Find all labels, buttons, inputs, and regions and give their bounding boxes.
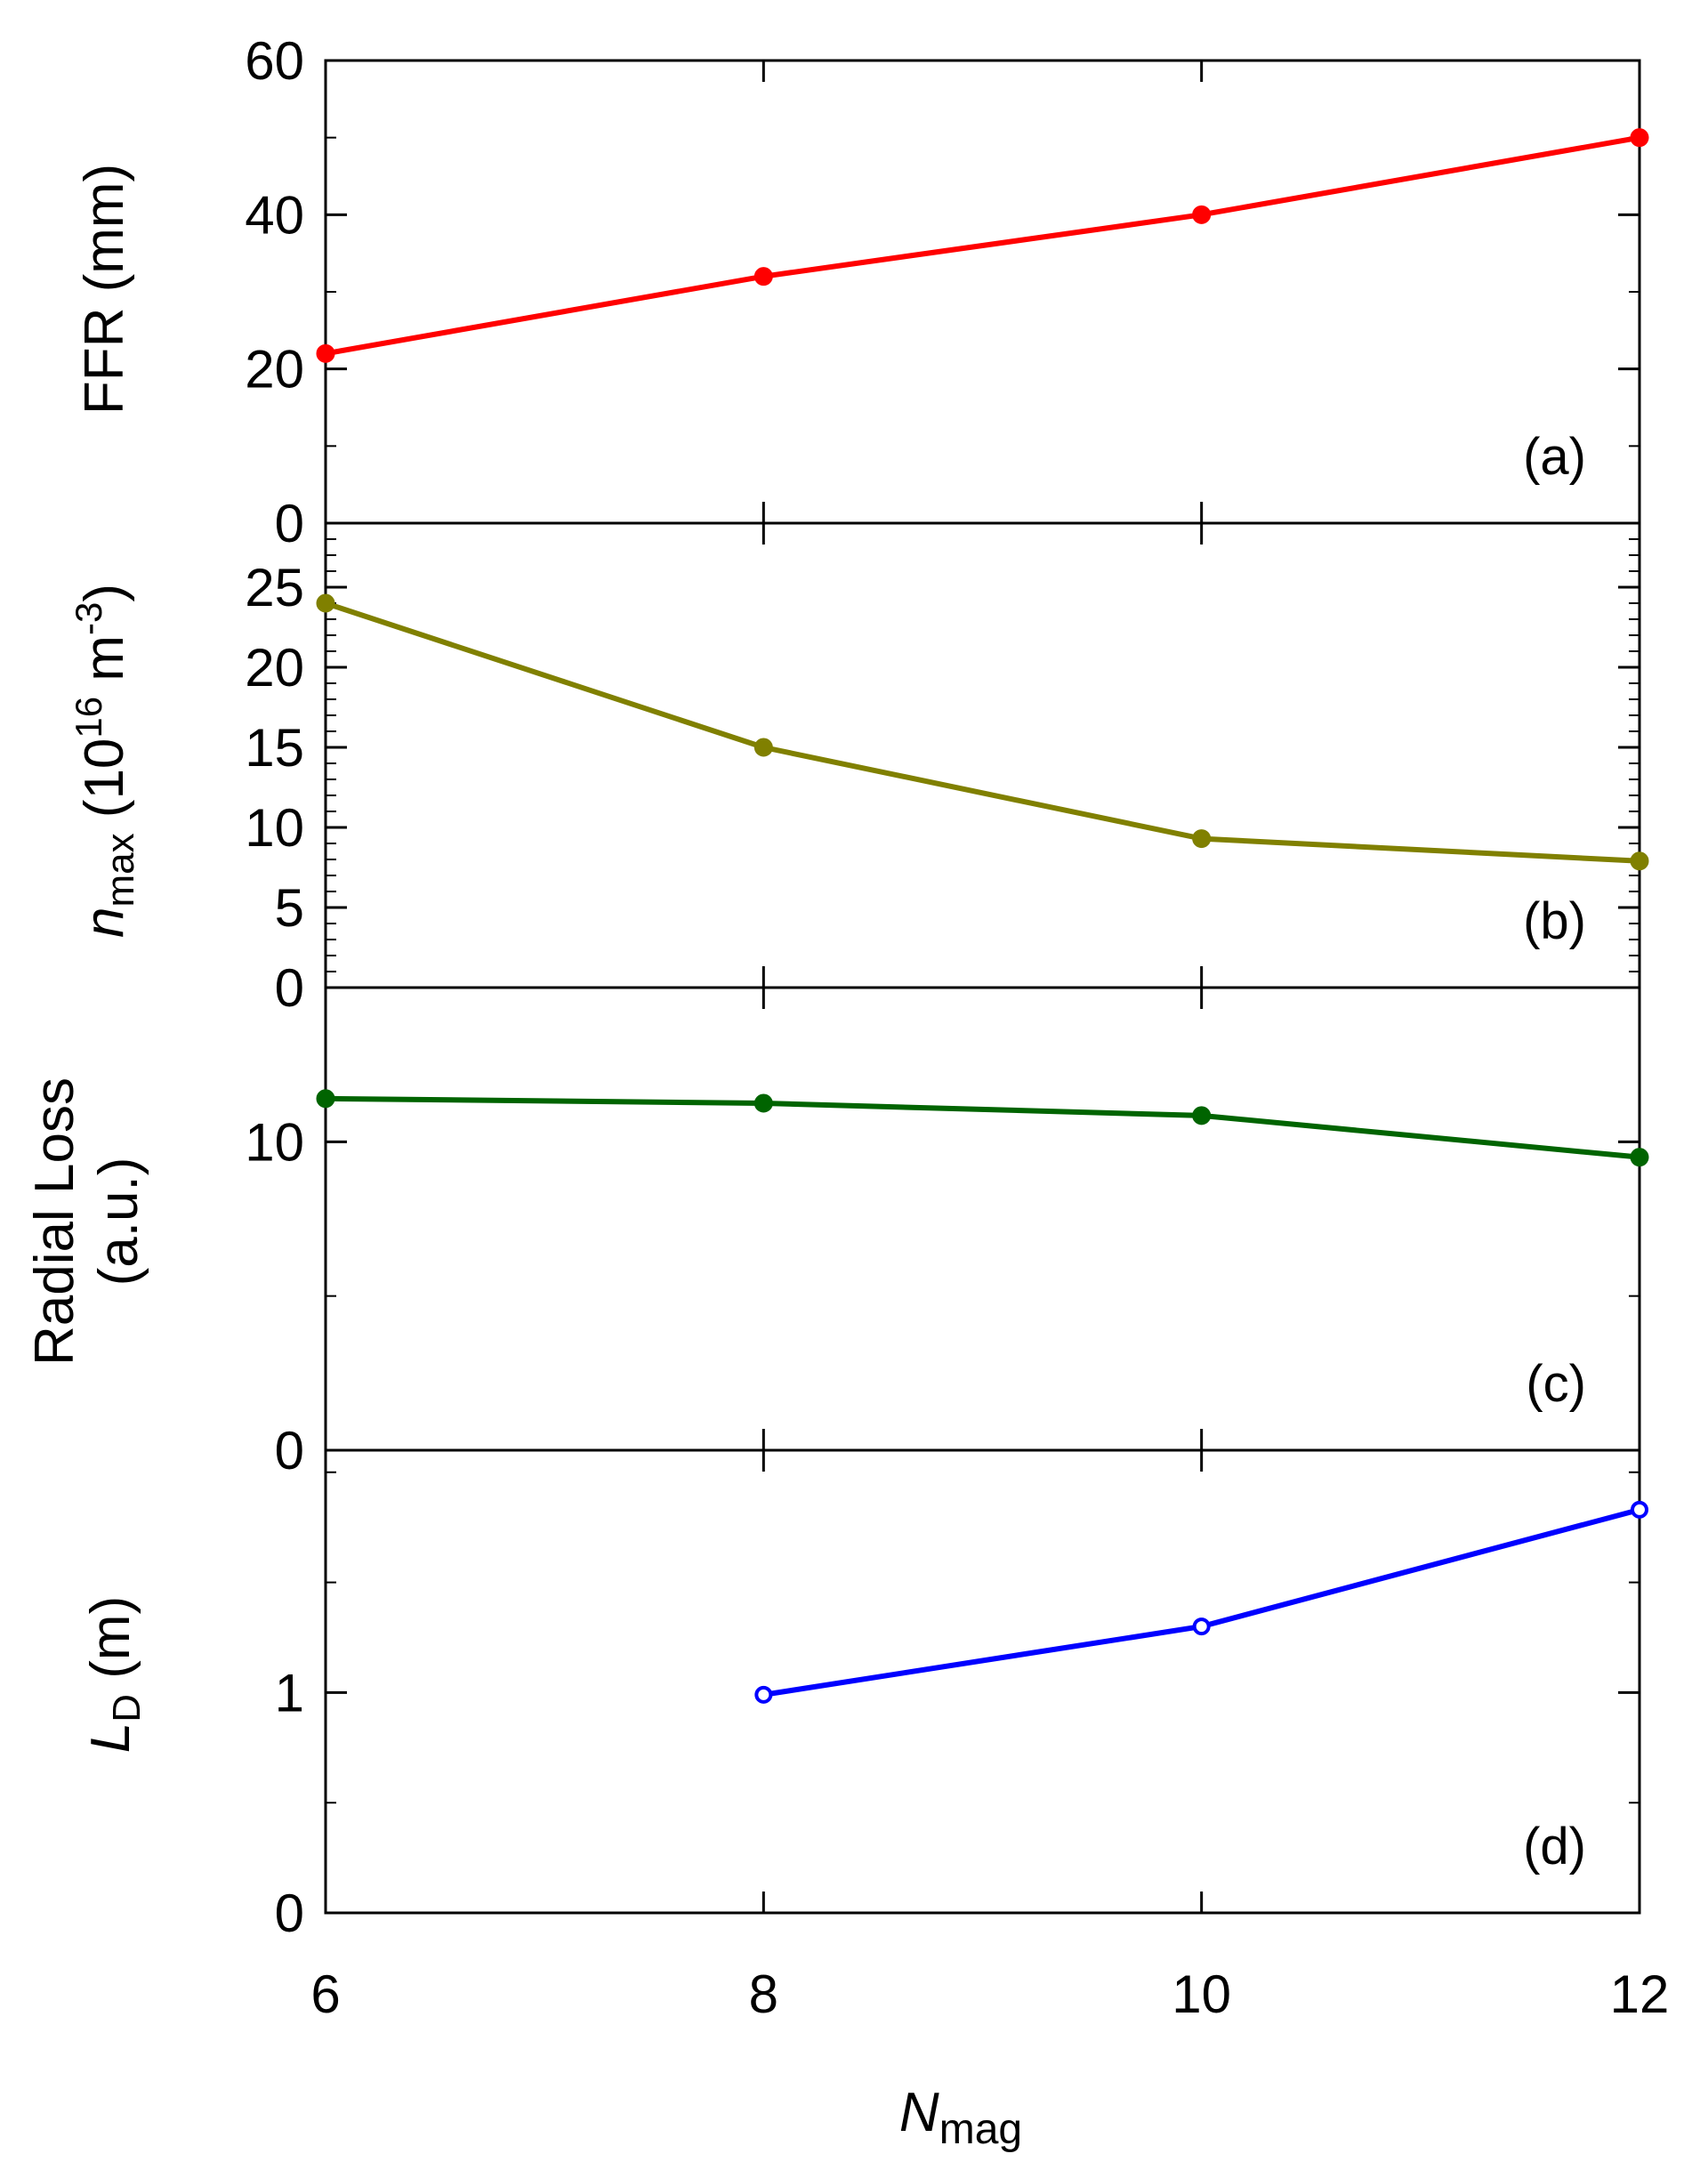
ytick-label: 10 <box>245 1112 304 1172</box>
panel-b-frame <box>324 521 1641 989</box>
data-point-c <box>1192 1106 1212 1125</box>
ytick-label: 0 <box>275 1421 304 1480</box>
panel-tag-d: (d) <box>1523 1818 1586 1876</box>
panel-c-frame <box>324 986 1641 1452</box>
ytick-label: 1 <box>275 1663 304 1722</box>
xtick-label: 12 <box>1610 1964 1670 2024</box>
data-point-a <box>316 343 335 363</box>
series-line-a <box>325 134 1640 357</box>
ylabel-d: LD (m) <box>80 1596 149 1753</box>
plot-layer: 0 20 40 60 (a) 0 5 10 15 20 25 (b) 0 10 (c) 0 1 (d) 6 8 10 12 <box>245 31 1669 2024</box>
xtick-label: 10 <box>1172 1964 1231 2024</box>
panel-tag-b: (b) <box>1523 892 1586 950</box>
data-point-d <box>1631 1500 1648 1519</box>
data-point-b <box>316 593 335 613</box>
xtick-label: 6 <box>310 1964 340 2024</box>
series-line-d <box>762 1506 1640 1698</box>
data-point-c <box>753 1093 773 1113</box>
data-point-a <box>1630 128 1649 148</box>
data-point-d <box>754 1685 773 1704</box>
ytick-label: 10 <box>245 798 304 858</box>
ylabel-b: nmax (1016 m-3) <box>68 584 142 938</box>
series-line-c <box>325 1095 1640 1160</box>
xtick-label: 8 <box>749 1964 778 2024</box>
ytick-label: 40 <box>245 185 304 245</box>
panel-a-frame <box>324 59 1641 525</box>
ylabel-c-line2: (a.u.) <box>88 1158 149 1287</box>
ytick-label: 0 <box>275 1884 304 1943</box>
ytick-label: 0 <box>275 958 304 1018</box>
data-point-c <box>316 1089 335 1109</box>
ytick-label: 20 <box>245 638 304 698</box>
ytick-label: 25 <box>245 558 304 617</box>
data-point-d <box>1192 1617 1211 1636</box>
data-point-b <box>1192 829 1212 849</box>
ytick-label: 20 <box>245 340 304 399</box>
xlabel: Nmag <box>899 2082 1022 2153</box>
ylabel-a: FFR (mm) <box>74 164 135 415</box>
ytick-label: 5 <box>275 878 304 938</box>
series-line-b <box>325 601 1640 864</box>
data-point-b <box>1630 851 1649 871</box>
data-point-b <box>753 738 773 757</box>
ytick-label: 15 <box>245 718 304 778</box>
ytick-label: 0 <box>275 494 304 553</box>
panel-d-frame <box>324 1448 1641 1915</box>
data-point-c <box>1630 1148 1649 1167</box>
panel-tag-a: (a) <box>1523 428 1586 486</box>
data-point-a <box>1192 205 1212 224</box>
data-point-a <box>753 267 773 286</box>
ylabel-c-line1: Radial Loss <box>24 1077 85 1366</box>
panel-tag-c: (c) <box>1526 1355 1586 1413</box>
ytick-label: 60 <box>245 31 304 91</box>
